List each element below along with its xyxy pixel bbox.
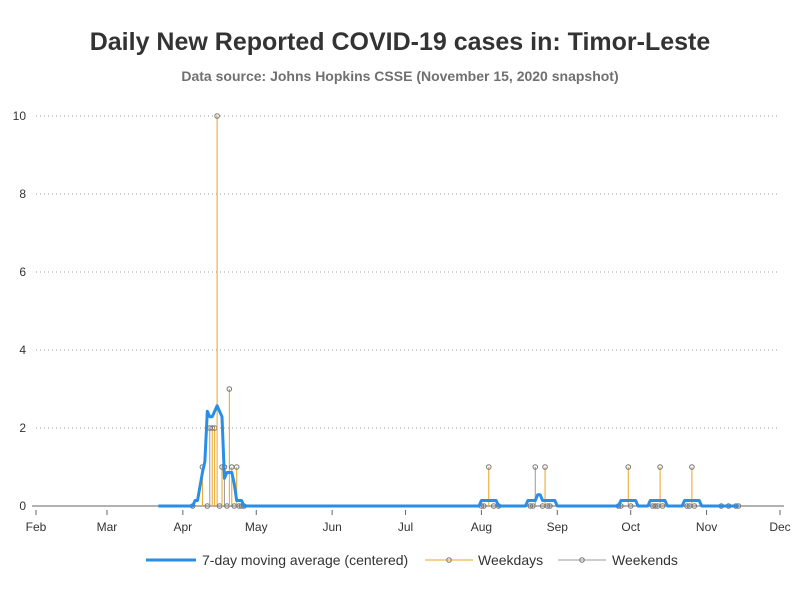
legend-label: 7-day moving average (centered) (202, 552, 408, 568)
data-point-marker (233, 464, 240, 470)
moving-average-line (158, 404, 739, 508)
x-tick-label: Sep (547, 520, 569, 534)
data-point-marker (532, 464, 539, 470)
x-tick-label: Dec (769, 520, 790, 534)
y-tick-label: 4 (19, 343, 26, 357)
y-axis: 0 2 4 6 8 10 (13, 109, 27, 513)
y-tick-label: 8 (19, 187, 26, 201)
data-point-marker (625, 464, 632, 470)
x-tick-label: Oct (621, 520, 640, 534)
data-point-marker (236, 503, 242, 509)
legend-marker (579, 557, 585, 563)
x-tick-label: Feb (26, 520, 47, 534)
y-tick-label: 2 (19, 421, 26, 435)
data-point-marker (544, 503, 551, 509)
data-point-marker (547, 503, 553, 509)
chart-title: Daily New Reported COVID-19 cases in: Ti… (89, 28, 711, 56)
data-point-marker (684, 503, 690, 509)
data-point-marker (226, 386, 233, 392)
x-tick-label: May (245, 520, 268, 534)
data-point-marker (627, 503, 634, 509)
x-tick-label: Jun (322, 520, 341, 534)
legend-marker (446, 557, 452, 563)
x-tick-label: Apr (173, 520, 192, 534)
legend-label: Weekdays (478, 552, 543, 568)
data-point-marker (485, 464, 492, 470)
data-point-marker (490, 503, 497, 509)
data-point-marker (659, 503, 666, 509)
y-tick-label: 10 (13, 109, 27, 123)
data-point-marker (689, 464, 695, 470)
data-point-marker (214, 113, 220, 119)
gridlines (36, 115, 780, 429)
data-point-marker (657, 464, 663, 470)
plot-area (158, 113, 742, 509)
legend-label: Weekends (612, 552, 678, 568)
x-tick-label: Nov (696, 520, 717, 534)
x-axis: Feb Mar Apr May Jun Jul Aug Sep Oct Nov Dec (26, 505, 791, 534)
x-tick-label: Aug (471, 520, 492, 534)
data-point-marker (542, 464, 548, 470)
x-tick-label: Jul (398, 520, 413, 534)
data-point-marker (652, 503, 658, 509)
data-point-marker (481, 503, 487, 509)
x-tick-label: Mar (97, 520, 118, 534)
y-tick-label: 0 (19, 499, 26, 513)
data-point-marker (527, 503, 534, 509)
legend: 7-day moving average (centered) Weekdays W… (146, 552, 678, 568)
y-tick-label: 6 (19, 265, 26, 279)
chart-subtitle: Data source: Johns Hopkins CSSE (Novembe… (181, 68, 619, 84)
data-point-marker (691, 503, 698, 509)
